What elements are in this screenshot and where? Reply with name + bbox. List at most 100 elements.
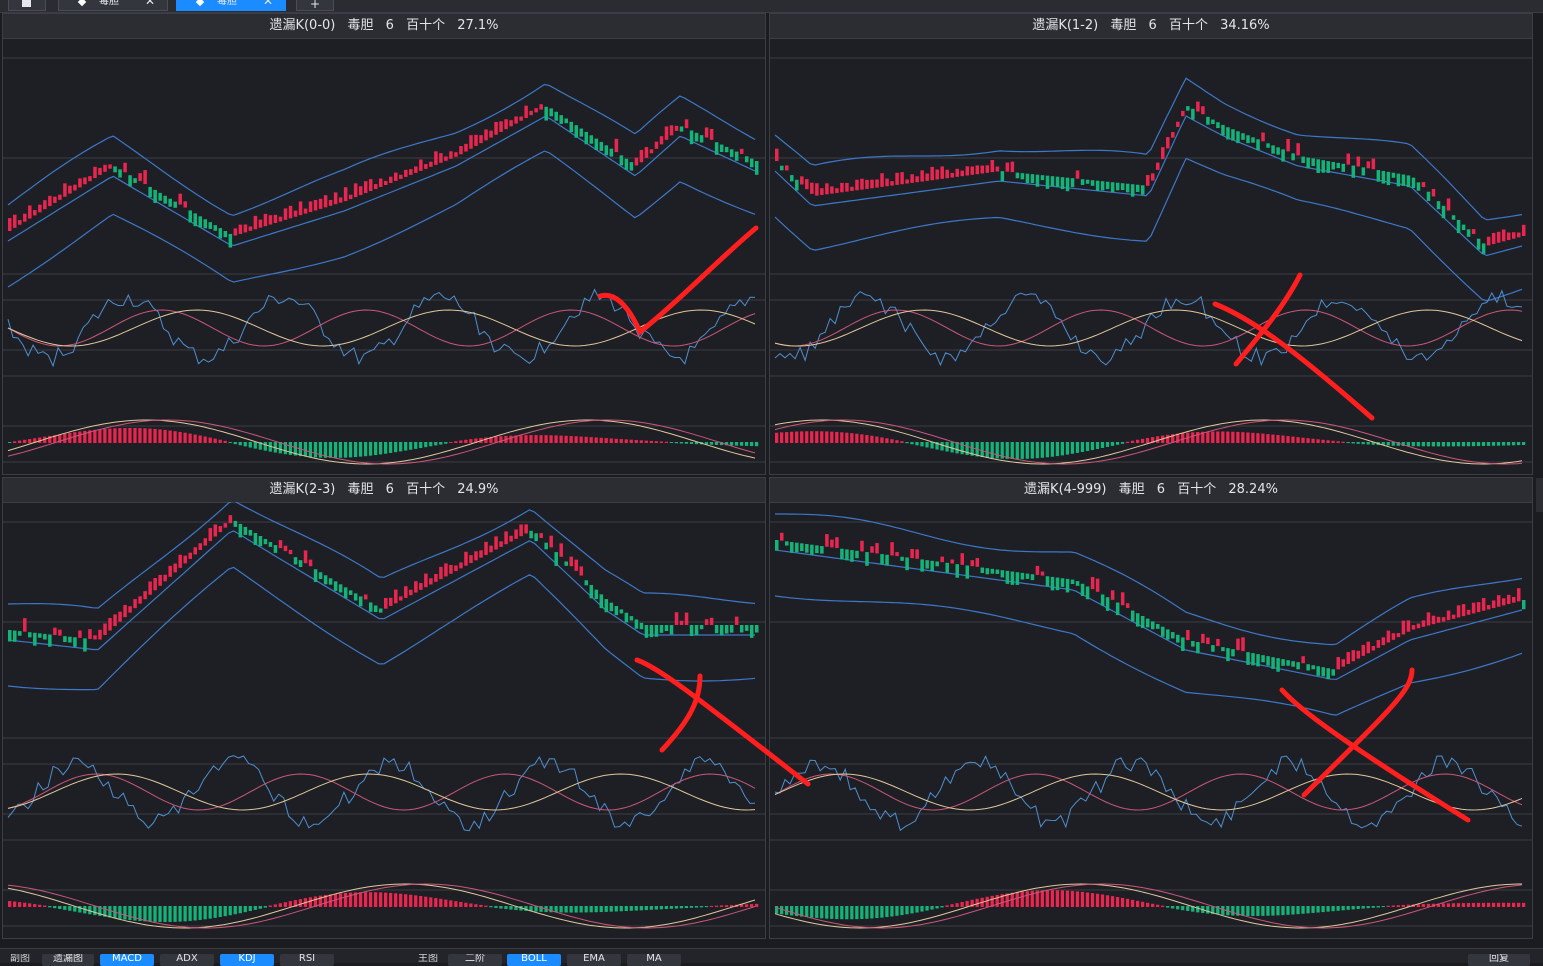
candle: [118, 169, 122, 178]
candle: [268, 542, 273, 547]
macd-bar: [579, 436, 583, 443]
candle: [524, 524, 528, 534]
sub-item-rsi[interactable]: RSI: [280, 954, 334, 966]
candle: [1161, 147, 1165, 160]
candle: [519, 116, 523, 121]
macd-bar: [1085, 442, 1090, 452]
kdj-line: [7, 773, 756, 811]
candle: [1476, 602, 1481, 613]
chart-canvas[interactable]: [770, 502, 1532, 938]
macd-bar: [539, 906, 543, 912]
chart-canvas[interactable]: [3, 502, 765, 938]
candle: [378, 178, 383, 188]
macd-bar: [1276, 435, 1280, 443]
plus-icon: +: [309, 0, 321, 11]
macd-bar: [218, 906, 222, 918]
macd-bar: [1416, 442, 1420, 447]
candle: [434, 573, 438, 582]
candle: [795, 179, 799, 191]
candle: [594, 138, 599, 150]
main-item-ma[interactable]: MA: [627, 954, 681, 966]
panel-scroll-handle[interactable]: [1536, 478, 1543, 512]
panel-count: 6: [385, 482, 394, 497]
macd-bar: [1446, 903, 1451, 907]
main-item-boll[interactable]: BOLL: [507, 954, 561, 966]
candle: [825, 534, 829, 547]
candle: [1391, 633, 1396, 640]
bottom-indicator-bar: 副图 遗漏图 MACD ADX KDJ RSI 主图 二阶 BOLL EMA M…: [0, 948, 1543, 966]
sub-item-miss-chart[interactable]: 遗漏图: [42, 954, 94, 966]
add-tab-button[interactable]: +: [296, 0, 334, 11]
candle: [634, 157, 639, 166]
candle: [474, 134, 478, 146]
macd-bar: [990, 895, 994, 907]
chart-canvas[interactable]: [770, 38, 1532, 474]
candle: [419, 583, 423, 590]
macd-bar: [1291, 906, 1295, 915]
candle: [564, 118, 568, 124]
chart-panel-1-2[interactable]: 遗漏K(1-2) 毒胆 6 百十个 34.16%: [769, 13, 1533, 475]
macd-bar: [1296, 437, 1300, 443]
main-item-second-order[interactable]: 二阶: [448, 954, 502, 966]
close-icon[interactable]: ✕: [144, 0, 155, 8]
candle: [915, 176, 919, 183]
candle: [870, 179, 874, 189]
candle: [243, 526, 248, 535]
sub-item-kdj[interactable]: KDJ: [220, 954, 274, 966]
macd-bar: [158, 429, 162, 443]
sub-item-macd[interactable]: MACD: [100, 954, 154, 966]
macd-bar: [1000, 894, 1004, 907]
candle: [203, 538, 208, 546]
macd-bar: [188, 906, 192, 921]
candle: [1095, 578, 1100, 592]
macd-bar: [228, 906, 232, 916]
sub-item-adx[interactable]: ADX: [160, 954, 214, 966]
candle: [1361, 644, 1366, 656]
chart-panel-0-0[interactable]: 遗漏K(0-0) 毒胆 6 百十个 27.1%: [2, 13, 766, 475]
candle: [1251, 653, 1255, 666]
candle: [273, 214, 278, 224]
candle: [614, 606, 619, 616]
candle: [308, 559, 313, 567]
candle: [429, 161, 433, 167]
main-item-ema[interactable]: EMA: [567, 954, 621, 966]
candle: [699, 135, 704, 143]
candle: [198, 216, 203, 228]
macd-bar: [1486, 442, 1491, 446]
kdj-line: [7, 773, 756, 811]
macd-bar: [1045, 890, 1049, 907]
candle: [168, 565, 172, 577]
candle: [318, 572, 323, 580]
macd-bar: [1070, 891, 1075, 907]
close-icon[interactable]: ✕: [262, 0, 273, 8]
home-tab[interactable]: [8, 0, 46, 11]
macd-bar: [529, 435, 533, 443]
candle: [639, 622, 644, 630]
tab-dudan-1[interactable]: 毒胆 ✕: [58, 0, 168, 11]
macd-bar: [840, 432, 844, 443]
macd-bar: [1356, 906, 1360, 909]
macd-bar: [1020, 442, 1024, 459]
panel-rate: 28.24%: [1228, 482, 1278, 497]
macd-bar: [1035, 442, 1039, 459]
macd-bar: [1065, 442, 1070, 455]
candle: [158, 192, 162, 201]
chart-panel-4-999[interactable]: 遗漏K(4-999) 毒胆 6 百十个 28.24%: [769, 477, 1533, 939]
reply-button[interactable]: 回复: [1468, 954, 1530, 966]
candle: [539, 533, 543, 538]
macd-bar: [63, 433, 67, 443]
candle: [619, 155, 624, 166]
chart-panel-2-3[interactable]: 遗漏K(2-3) 毒胆 6 百十个 24.9%: [2, 477, 766, 939]
chart-canvas[interactable]: [3, 38, 765, 474]
macd-bar: [509, 906, 513, 910]
macd-bar: [1025, 442, 1029, 459]
candle: [1020, 173, 1025, 180]
macd-bar: [323, 442, 328, 458]
candle: [188, 552, 192, 559]
macd-bar: [875, 906, 879, 919]
macd-bar: [163, 906, 167, 923]
candle: [8, 218, 12, 231]
macd-bar: [429, 442, 433, 447]
candle: [1501, 598, 1506, 606]
tab-dudan-2[interactable]: 毒胆 ✕: [176, 0, 286, 11]
